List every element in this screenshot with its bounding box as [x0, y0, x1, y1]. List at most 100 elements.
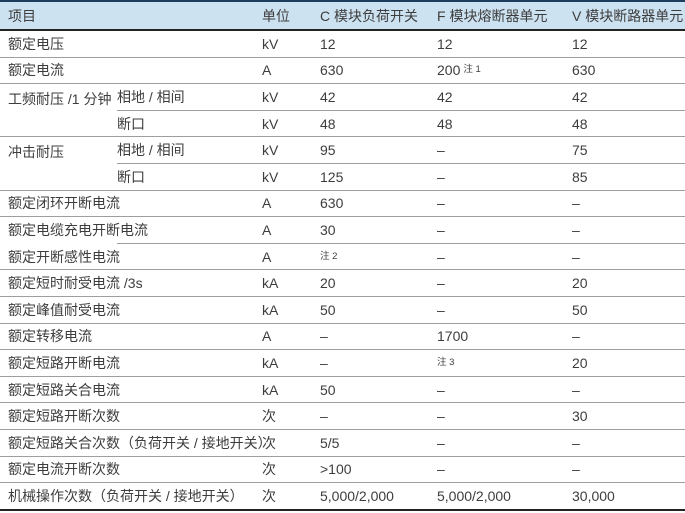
cell-f-value: 48 [437, 110, 572, 138]
cell-v-value: 20 [572, 349, 685, 377]
cell-item: 额定电流 [0, 57, 262, 85]
cell-c-value: 注 2 [320, 243, 437, 271]
cell-f-value: – [437, 243, 572, 271]
cell-unit: kV [262, 136, 320, 164]
cell-f-value: – [437, 216, 572, 244]
cell-f-value: – [437, 429, 572, 457]
cell-v-value: – [572, 216, 685, 244]
cell-unit: 次 [262, 456, 320, 484]
cell-unit: A [262, 323, 320, 351]
table-row: 断口 kV 125 – 85 [0, 163, 685, 191]
cell-item: 额定峰值耐受电流 [0, 296, 262, 324]
footnote-marker: 注 2 [320, 250, 338, 262]
cell-item: 额定短路开断次数 [0, 402, 262, 430]
col-header-unit: 单位 [262, 0, 320, 31]
cell-unit: 次 [262, 482, 320, 511]
cell-unit: kV [262, 83, 320, 111]
cell-unit: 次 [262, 429, 320, 457]
table-row: 额定开断感性电流 A 注 2 – – [0, 243, 685, 271]
cell-f-value: 注 3 [437, 349, 572, 377]
cell-c-value: 50 [320, 376, 437, 404]
cell-v-value: – [572, 190, 685, 218]
cell-c-value: – [320, 349, 437, 377]
cell-v-value: 42 [572, 83, 685, 111]
table-row: 额定短路开断次数 次 – – 30 [0, 402, 685, 430]
cell-v-value: – [572, 456, 685, 484]
cell-v-value: 20 [572, 269, 685, 297]
cell-f-value: – [437, 376, 572, 404]
table-row: 额定短路关合电流 kA 50 – – [0, 376, 685, 404]
sub-item-cell: 相地 / 相间 [117, 83, 262, 111]
cell-v-value: – [572, 243, 685, 271]
table-row: 额定短路关合次数（负荷开关 / 接地开关） 次 5/5 – – [0, 429, 685, 457]
cell-f-value: 200 注 1 [437, 57, 572, 85]
cell-unit: kA [262, 269, 320, 297]
cell-item: 额定闭环开断电流 [0, 190, 262, 218]
cell-v-value: 630 [572, 57, 685, 85]
sub-item-cell: 相地 / 相间 [117, 136, 262, 164]
cell-v-value: 30 [572, 402, 685, 430]
col-header-item: 项目 [0, 0, 262, 31]
cell-c-value: 42 [320, 83, 437, 111]
cell-item: 额定电压 [0, 30, 262, 58]
cell-unit: A [262, 57, 320, 85]
cell-v-value: 75 [572, 136, 685, 164]
cell-unit: kV [262, 163, 320, 191]
cell-c-value: 5/5 [320, 429, 437, 457]
footnote-marker: 注 3 [437, 356, 455, 368]
cell-f-value: – [437, 296, 572, 324]
cell-unit: kA [262, 296, 320, 324]
cell-f-value: 1700 [437, 323, 572, 351]
cell-c-value: 630 [320, 190, 437, 218]
cell-item-spacer [117, 216, 262, 244]
cell-c-value: 95 [320, 136, 437, 164]
cell-f-value: – [437, 136, 572, 164]
col-header-v-module: V 模块断路器单元 [572, 0, 685, 31]
cell-f-value: – [437, 163, 572, 191]
table-row: 额定电缆充电开断电流 A 30 – – [0, 216, 685, 244]
table-row: 额定峰值耐受电流 kA 50 – 50 [0, 296, 685, 324]
sub-item-cell: 断口 [117, 110, 262, 138]
cell-item: 额定电缆充电开断电流 [8, 222, 148, 239]
cell-unit: A [262, 190, 320, 218]
cell-item: 额定开断感性电流 [0, 243, 262, 271]
cell-v-value: 50 [572, 296, 685, 324]
table-row: 额定电压 kV 12 12 12 [0, 30, 685, 58]
table-row: 额定转移电流 A – 1700 – [0, 323, 685, 351]
cell-unit: kV [262, 110, 320, 138]
table-row: 冲击耐压 相地 / 相间 kV 95 – 75 [0, 136, 685, 191]
cell-c-value: 20 [320, 269, 437, 297]
cell-v-value: 85 [572, 163, 685, 191]
cell-unit: kV [262, 30, 320, 58]
col-header-f-module: F 模块熔断器单元 [437, 0, 572, 31]
cell-unit: kA [262, 349, 320, 377]
sub-item-cell: 断口 [117, 163, 262, 191]
table-row: 额定电流开断次数 次 >100 – – [0, 456, 685, 484]
cell-item: 额定短路开断电流 [0, 349, 262, 377]
cell-f-value: – [437, 402, 572, 430]
cell-c-value: 12 [320, 30, 437, 58]
cell-unit: A [262, 216, 320, 244]
cell-c-value: >100 [320, 456, 437, 484]
table-row: 机械操作次数（负荷开关 / 接地开关） 次 5,000/2,000 5,000/… [0, 482, 685, 511]
table-row: 额定短时耐受电流 /3s kA 20 – 20 [0, 269, 685, 297]
table-row: 额定电流 A 630 200 注 1 630 [0, 57, 685, 85]
cell-c-value: 50 [320, 296, 437, 324]
cell-unit: kA [262, 376, 320, 404]
cell-f-value: 42 [437, 83, 572, 111]
group-label-cell: 工频耐压 /1 分钟 [0, 83, 117, 138]
cell-c-value: 125 [320, 163, 437, 191]
cell-v-value: 30,000 [572, 482, 685, 511]
cell-c-value: 630 [320, 57, 437, 85]
table-row: 工频耐压 /1 分钟 相地 / 相间 kV 42 42 42 [0, 83, 685, 138]
cell-f-value: 12 [437, 30, 572, 58]
table-row: 额定闭环开断电流 A 630 – – [0, 190, 685, 218]
cell-v-value: – [572, 323, 685, 351]
group-label-cell: 冲击耐压 [0, 136, 117, 191]
cell-v-value: 12 [572, 30, 685, 58]
cell-v-value: – [572, 376, 685, 404]
cell-item: 额定短路关合电流 [0, 376, 262, 404]
cell-item: 额定电流开断次数 [0, 456, 262, 484]
